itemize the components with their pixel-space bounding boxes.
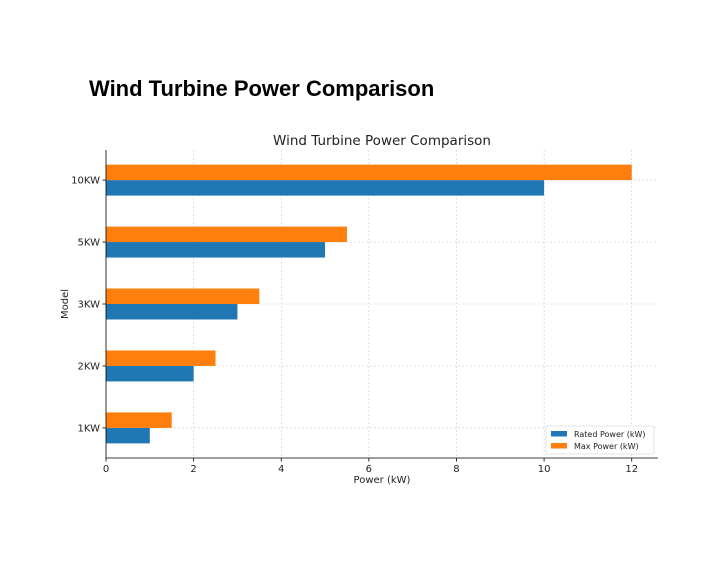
legend-label: Rated Power (kW)	[574, 430, 645, 439]
bar-rated-1kw	[106, 427, 150, 444]
bar-max-2kw	[106, 350, 216, 366]
legend-swatch	[551, 431, 567, 437]
y-tick-label: 10KW	[71, 176, 100, 187]
bar-max-3kw	[106, 288, 260, 304]
x-tick-label: 10	[538, 464, 551, 475]
bar-rated-10kw	[106, 180, 545, 196]
bar-max-1kw	[106, 412, 172, 428]
bar-max-5kw	[106, 226, 347, 243]
x-tick-label: 2	[190, 464, 196, 475]
x-tick-label: 6	[366, 464, 372, 475]
y-tick-label: 3KW	[78, 300, 101, 311]
x-tick-label: 8	[453, 464, 459, 475]
chart-title: Wind Turbine Power Comparison	[273, 133, 491, 149]
legend-swatch	[551, 443, 567, 449]
x-tick-label: 12	[625, 464, 638, 475]
y-tick-label: 1KW	[78, 423, 101, 434]
x-tick-label: 4	[278, 464, 284, 475]
bar-max-10kw	[106, 164, 632, 181]
x-tick-label: 0	[103, 464, 109, 475]
legend-label: Max Power (kW)	[574, 442, 639, 451]
bar-rated-3kw	[106, 304, 238, 320]
page-title: Wind Turbine Power Comparison	[89, 76, 435, 101]
bar-rated-5kw	[106, 242, 326, 258]
y-tick-label: 5KW	[78, 238, 101, 249]
y-axis-label: Model	[60, 289, 71, 319]
y-tick-label: 2KW	[78, 361, 101, 372]
legend-box	[545, 425, 655, 455]
bar-rated-2kw	[106, 365, 194, 382]
x-axis-label: Power (kW)	[354, 475, 411, 486]
